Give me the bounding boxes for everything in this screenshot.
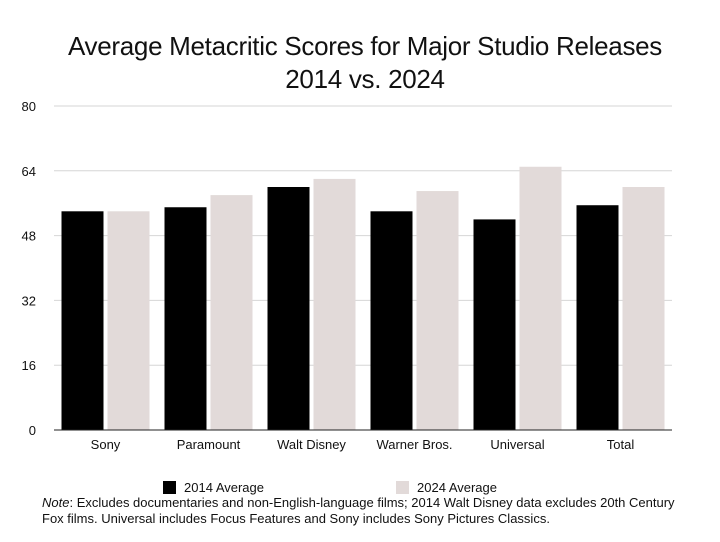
legend-swatch-2014: [163, 481, 176, 494]
bar-2014-average-warner-bros: [370, 211, 413, 430]
legend-label-2014: 2014 Average: [184, 480, 264, 495]
bar-2014-average-sony: [61, 211, 104, 430]
legend-swatch-2024: [396, 481, 409, 494]
bar-2014-average-paramount: [164, 207, 207, 430]
bar-2024-average-paramount: [210, 195, 253, 430]
y-tick-label: 32: [22, 293, 36, 308]
footnote: Note: Excludes documentaries and non-Eng…: [42, 495, 692, 527]
x-axis-ticks: Sony Paramount Walt Disney Warner Bros. Univ…: [91, 437, 635, 452]
bar-chart: 0 16 32 48 64 80 Sony Paramount Walt Disney Warn…: [22, 99, 672, 452]
y-tick-label: 80: [22, 99, 36, 114]
x-tick-label: Universal: [490, 437, 544, 452]
bars: [61, 166, 665, 430]
x-tick-label: Walt Disney: [277, 437, 346, 452]
bar-2024-average-walt-disney: [313, 178, 356, 430]
x-tick-label: Total: [607, 437, 635, 452]
y-tick-label: 64: [22, 164, 36, 179]
footnote-text: : Excludes documentaries and non-English…: [42, 495, 675, 526]
bar-2014-average-universal: [473, 219, 516, 430]
y-tick-label: 16: [22, 358, 36, 373]
x-tick-label: Paramount: [177, 437, 241, 452]
legend-item-2024: 2024 Average: [396, 480, 497, 495]
gridlines: [54, 105, 672, 366]
y-tick-label: 48: [22, 229, 36, 244]
bar-2024-average-sony: [107, 211, 150, 430]
y-axis-ticks: 0 16 32 48 64 80: [22, 99, 36, 438]
bar-2014-average-walt-disney: [267, 187, 310, 430]
bar-2024-average-universal: [519, 166, 562, 430]
chart-title: Average Metacritic Scores for Major Stud…: [67, 31, 663, 94]
x-tick-label: Warner Bros.: [376, 437, 452, 452]
footnote-prefix: Note: [42, 495, 70, 510]
legend-item-2014: 2014 Average: [163, 480, 264, 495]
legend-label-2024: 2024 Average: [417, 480, 497, 495]
y-tick-label: 0: [29, 423, 36, 438]
bar-2024-average-total: [622, 187, 665, 430]
legend: 2014 Average 2024 Average: [0, 480, 720, 496]
x-tick-label: Sony: [91, 437, 121, 452]
bar-2024-average-warner-bros: [416, 191, 459, 430]
bar-2014-average-total: [576, 205, 619, 430]
